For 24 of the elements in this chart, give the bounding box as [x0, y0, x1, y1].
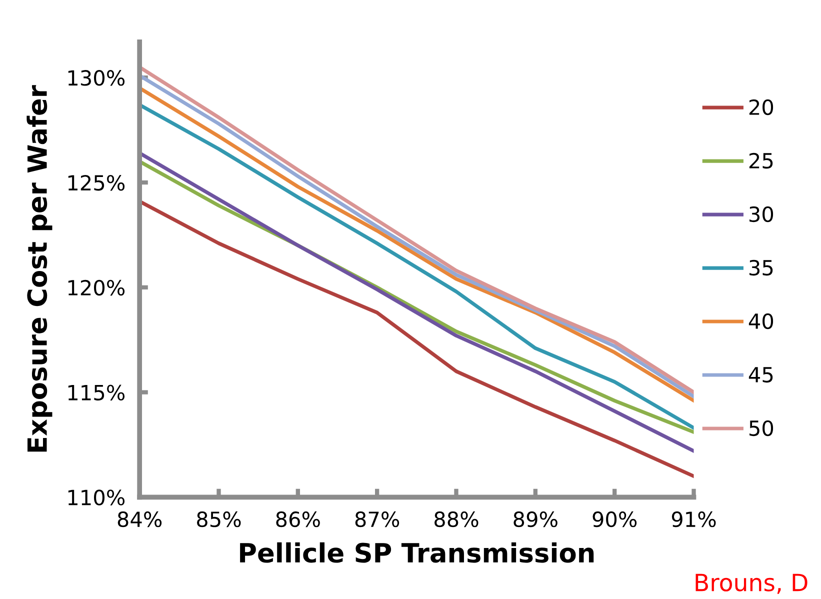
- legend-label: 25: [749, 152, 773, 169]
- y-tick-label: 130%: [68, 70, 125, 86]
- legend-label: 30: [750, 206, 774, 222]
- text: Brouns, D: [696, 574, 808, 594]
- x-axis-title: Pellicle SP Transmission: [240, 542, 594, 563]
- x-tick-label: 88%: [434, 511, 478, 528]
- x-tick-label: 85%: [197, 511, 241, 528]
- line-series: [140, 200, 694, 478]
- x-tick-label: 84%: [118, 511, 162, 528]
- legend-label: 40: [748, 313, 774, 330]
- legend-label: 20: [749, 99, 774, 116]
- legend-label: 45: [748, 367, 773, 383]
- x-tick-label: 86%: [276, 511, 320, 528]
- y-tick-label: 110%: [68, 490, 125, 506]
- y-tick-label: 120%: [68, 280, 125, 296]
- legend-label: 50: [750, 420, 774, 436]
- x-tick-label: 90%: [592, 511, 637, 528]
- x-tick-label: 87%: [355, 511, 400, 528]
- x-tick-label: 89%: [514, 511, 558, 528]
- y-tick-label: 115%: [68, 384, 125, 400]
- y-axis-title: Exposure Cost per Wafer: [26, 85, 52, 452]
- y-tick-label: 125%: [68, 174, 125, 191]
- x-tick-label: 91%: [672, 511, 716, 528]
- legend-label: 35: [750, 260, 773, 276]
